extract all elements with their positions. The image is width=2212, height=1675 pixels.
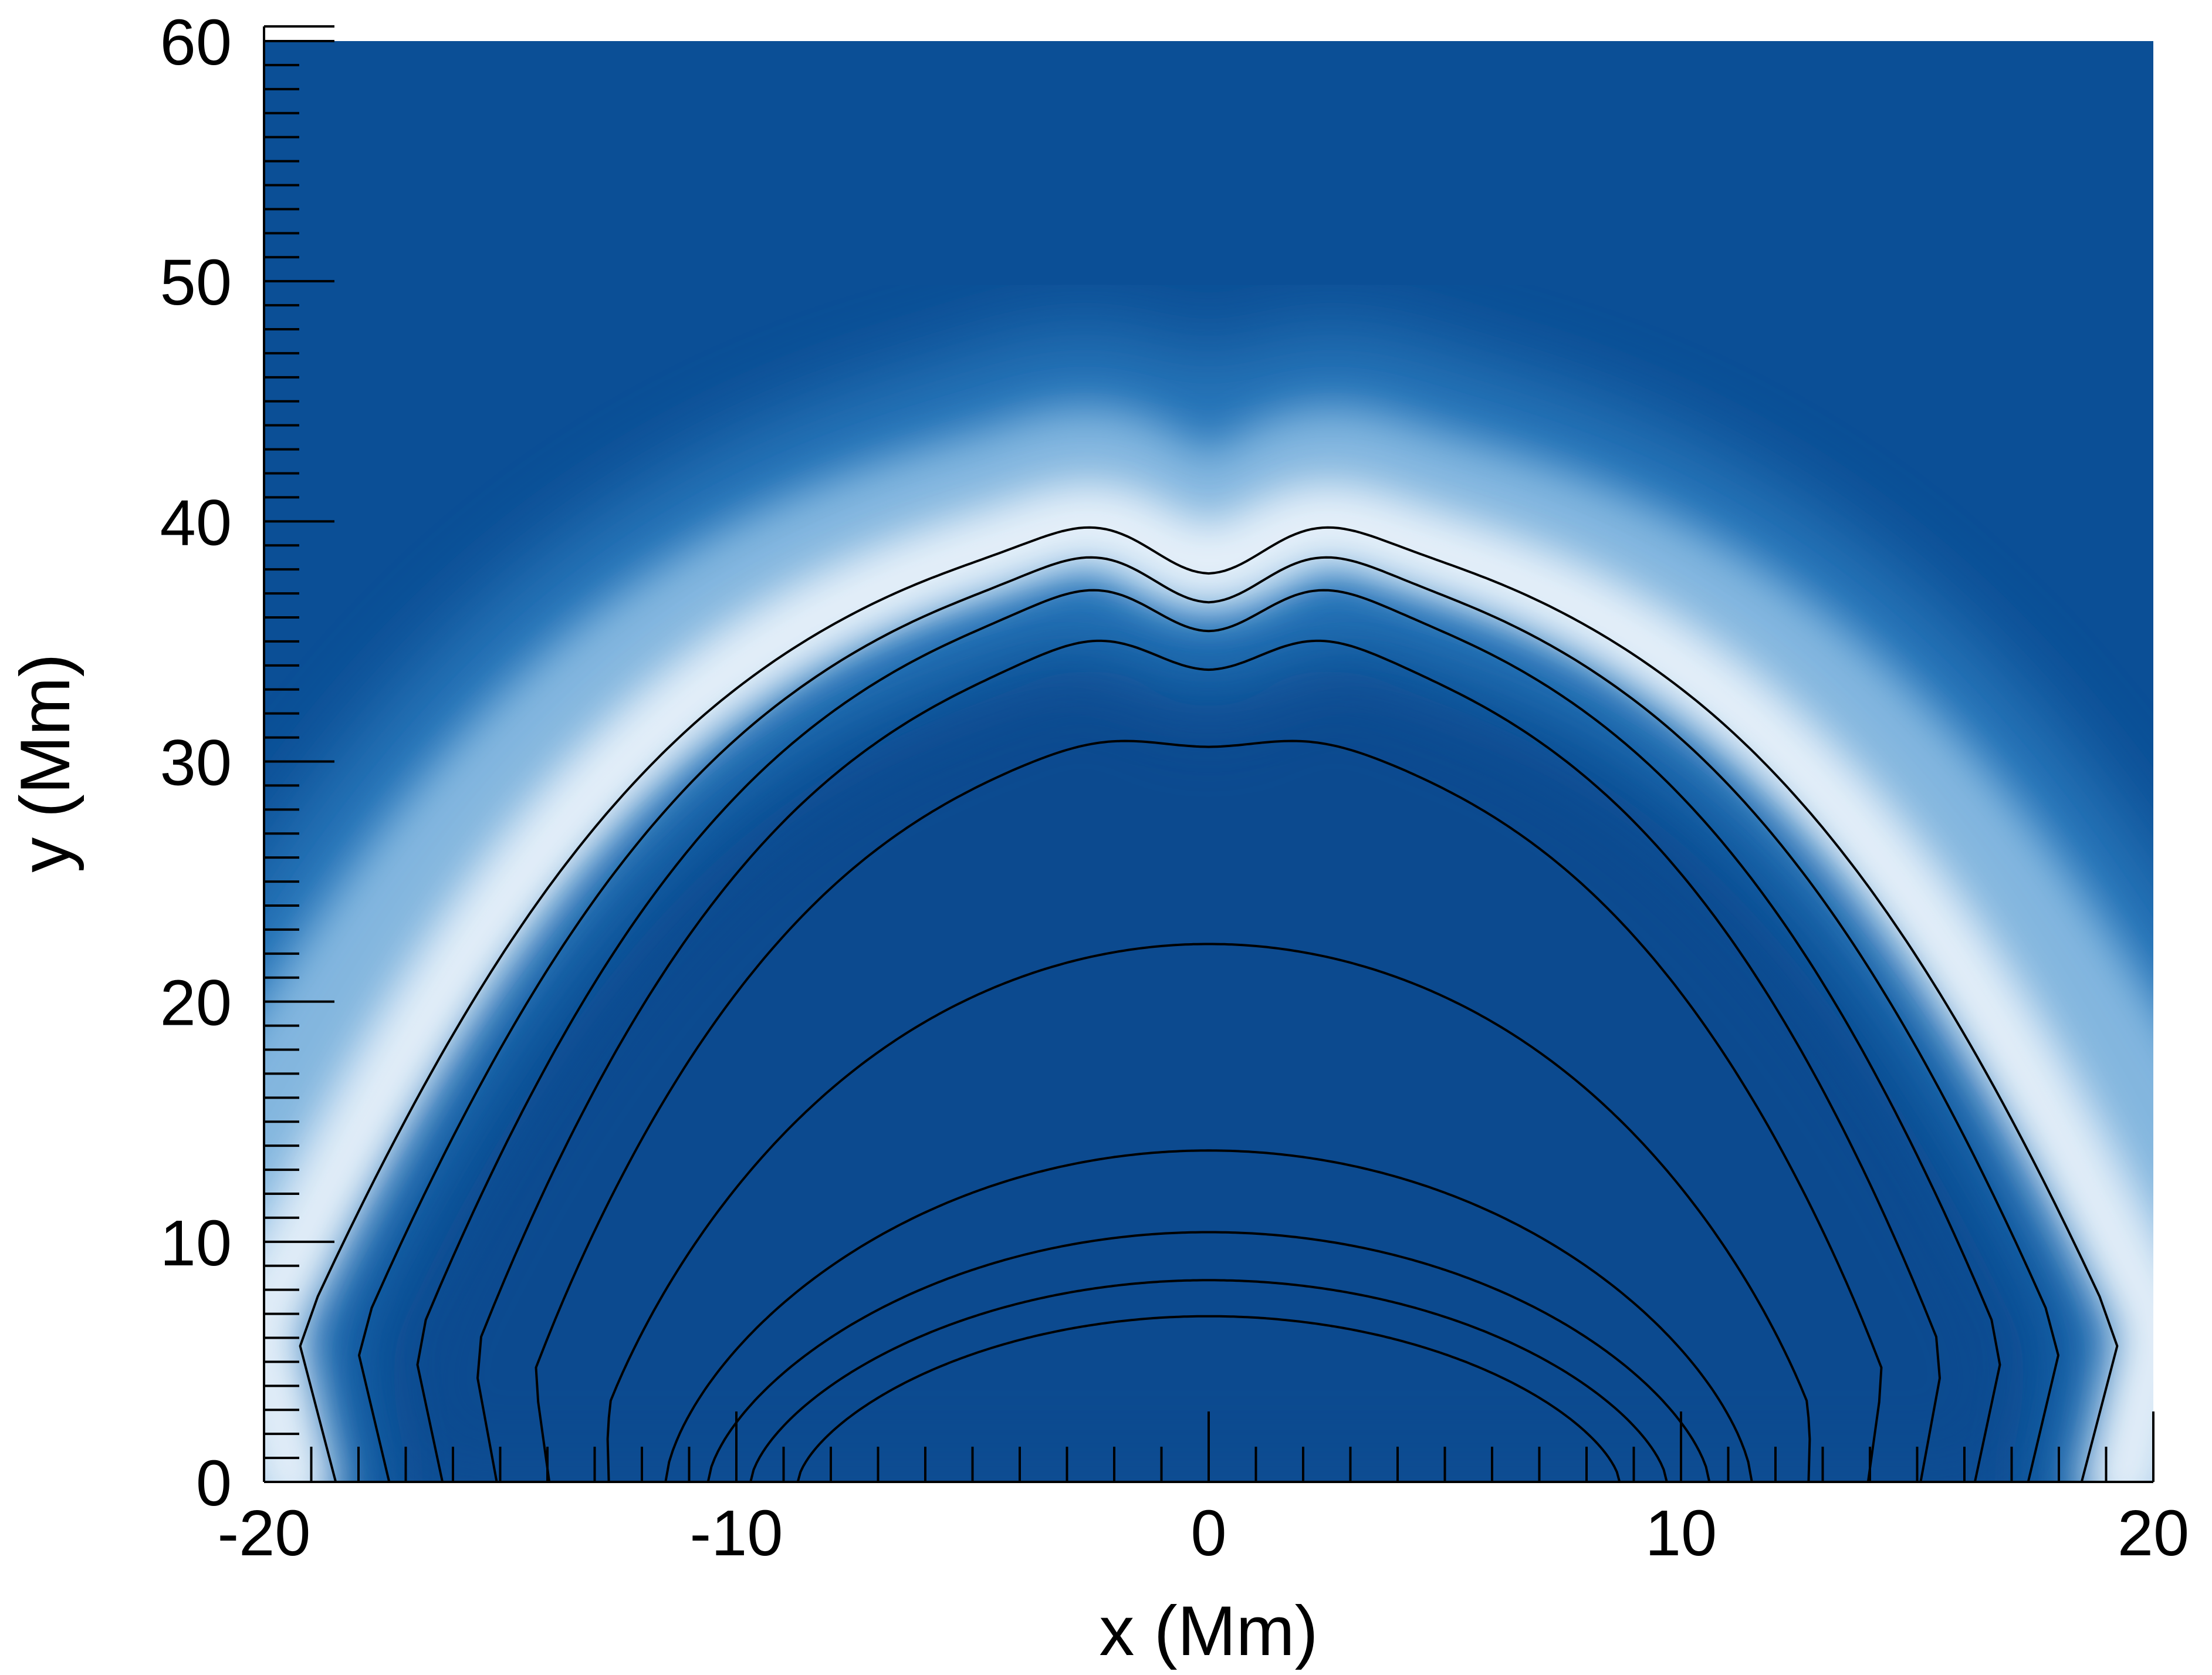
field-line-2 xyxy=(749,1279,1668,1482)
dome-interior xyxy=(387,667,2030,1482)
y-tick-label: 60 xyxy=(160,6,232,79)
y-tick-label: 50 xyxy=(160,246,232,319)
y-tick-label: 10 xyxy=(160,1207,232,1279)
field-line-10 xyxy=(299,526,2119,1482)
y-axis-ticks: 0 10 20 30 40 50 60 xyxy=(160,6,334,1519)
y-axis-label: y (Mm) xyxy=(6,653,84,872)
field-line-8 xyxy=(416,589,2001,1482)
x-tick-label: 10 xyxy=(1645,1497,1717,1569)
x-tick-label: -10 xyxy=(690,1497,783,1569)
field-line-7 xyxy=(476,639,1942,1482)
bright-arc-glow xyxy=(264,332,2153,1482)
plot-area xyxy=(264,41,2153,1482)
x-axis-ticks: -20 -10 0 10 20 xyxy=(218,1411,2189,1569)
y-tick-label: 30 xyxy=(160,727,232,799)
arc-glow-core xyxy=(264,481,2153,1482)
field-line-3 xyxy=(706,1231,1711,1482)
field-line-1 xyxy=(796,1315,1621,1482)
x-tick-label: 20 xyxy=(2118,1497,2189,1569)
field-line-5 xyxy=(606,943,1811,1482)
field-line-6 xyxy=(535,739,1883,1482)
x-tick-label: -20 xyxy=(218,1497,311,1569)
y-tick-label: 0 xyxy=(196,1447,232,1519)
y-tick-label: 40 xyxy=(160,487,232,559)
field-lines xyxy=(299,526,2119,1482)
y-tick-label: 20 xyxy=(160,967,232,1039)
field-line-4 xyxy=(664,1149,1753,1482)
x-axis-label: x (Mm) xyxy=(1099,1592,1318,1670)
field-line-9 xyxy=(357,556,2060,1482)
x-tick-label: 0 xyxy=(1190,1497,1226,1569)
